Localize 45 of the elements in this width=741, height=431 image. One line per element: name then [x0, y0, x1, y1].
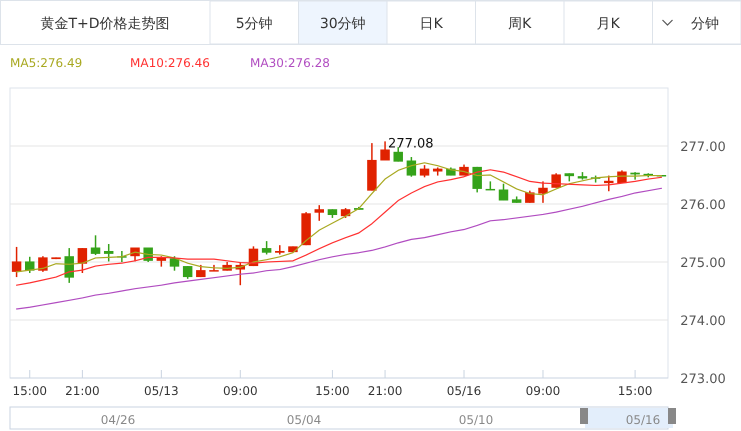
x-tick-label: 15:00 — [618, 384, 652, 398]
y-tick-label: 277.00 — [680, 140, 726, 155]
candlestick — [196, 264, 206, 278]
text: MA30:276.28 — [250, 56, 330, 70]
x-tick-label: 21:00 — [65, 384, 100, 398]
line-series — [16, 188, 662, 310]
candlestick — [525, 190, 535, 204]
y-tick-label: 276.00 — [680, 198, 726, 213]
navigator: 04/26 05/04 05/10 05/16 — [10, 406, 676, 430]
text: 日K — [420, 16, 444, 32]
x-tick-label: 15:00 — [315, 384, 350, 398]
candlestick — [406, 156, 416, 178]
text: MA5:276.49 — [10, 56, 82, 70]
x-tick-label: 05/16 — [446, 384, 482, 398]
candlestick — [340, 207, 350, 219]
x-tick-label: 15:00 — [12, 384, 48, 398]
candlestick — [262, 240, 272, 256]
text: 月K — [596, 16, 621, 32]
candlestick — [12, 246, 22, 278]
candlestick — [90, 234, 100, 256]
candlestick — [380, 140, 390, 162]
candlestick — [182, 265, 192, 280]
chart-title: 黄金T+D价格走势图 — [40, 16, 170, 32]
text: 30分钟 — [320, 16, 366, 32]
x-tick-label: 21:00 — [368, 384, 402, 398]
text: MA10:276.46 — [130, 56, 210, 70]
x-tick-label: 09:00 — [526, 384, 560, 398]
candlestick — [551, 172, 561, 189]
text: 分钟 — [690, 16, 719, 32]
candlestick — [393, 146, 403, 162]
candlestick — [420, 164, 430, 178]
y-tick-label: 274.00 — [680, 314, 726, 329]
candlestick — [314, 204, 324, 222]
text: 5分钟 — [236, 16, 273, 32]
text: 周K — [508, 16, 532, 32]
y-tick-label: 275.00 — [680, 256, 726, 271]
y-tick-label: 273.00 — [680, 372, 726, 387]
annotation: 277.08 — [388, 136, 434, 152]
candlestick — [538, 180, 548, 204]
x-tick-label: 05/13 — [144, 384, 179, 398]
candlestick — [104, 243, 114, 262]
candlestick — [498, 182, 508, 202]
candlestick — [78, 247, 88, 274]
x-tick-label: 09:00 — [223, 384, 258, 398]
candlestick — [156, 255, 166, 268]
